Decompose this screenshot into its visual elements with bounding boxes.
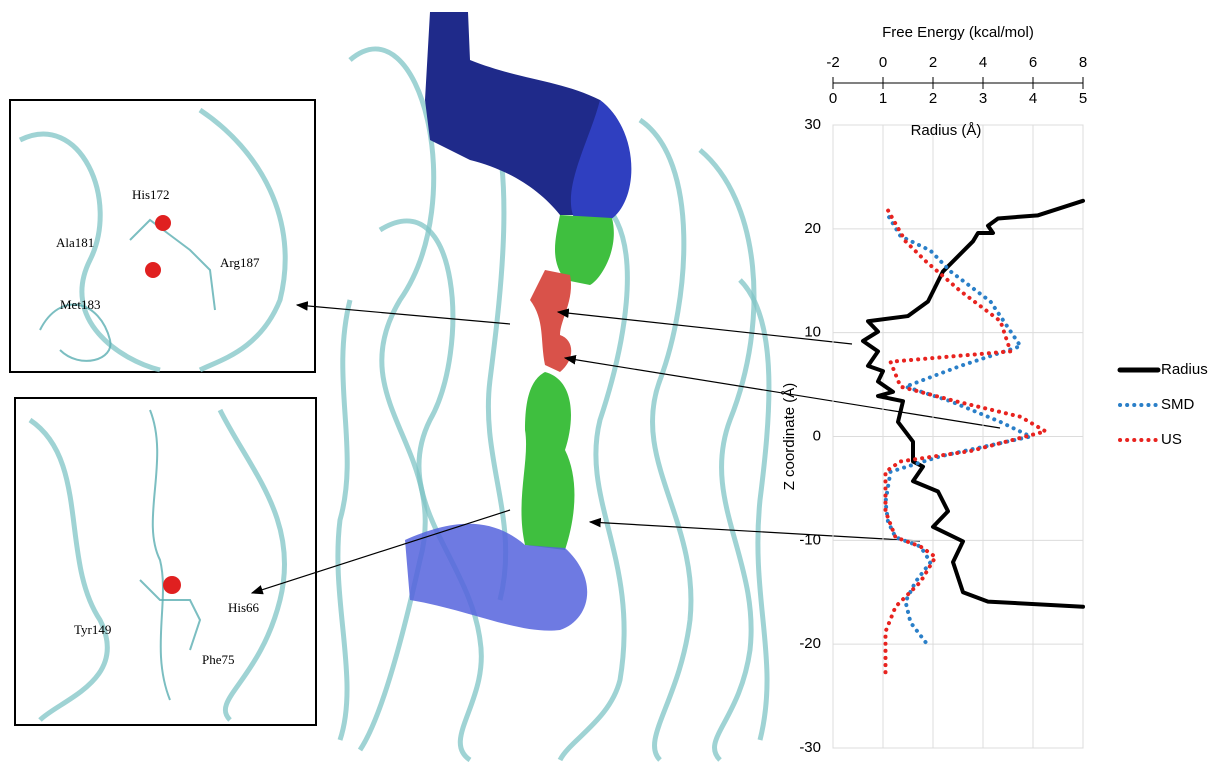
residue-label: His66 [228, 600, 260, 615]
series-line [861, 198, 1085, 609]
arrows [250, 301, 1001, 595]
series-line [883, 203, 1048, 675]
x-tick-label: 3 [979, 90, 987, 107]
residue-label: His172 [132, 187, 170, 202]
x2-tick-label: -2 [826, 54, 839, 71]
y-tick-label: 0 [813, 427, 821, 444]
y-tick-label: -10 [799, 531, 821, 548]
y-tick-label: 20 [804, 220, 821, 237]
x-tick-label: 1 [879, 90, 887, 107]
x2-tick-label: 4 [979, 54, 987, 71]
x-axis-title: Radius (Å) [911, 122, 982, 139]
x-tick-label: 2 [929, 90, 937, 107]
legend-label: Radius [1161, 361, 1208, 378]
channel [405, 12, 632, 631]
residue-label: Arg187 [220, 255, 260, 270]
x-tick-label: 0 [829, 90, 837, 107]
x2-tick-label: 0 [879, 54, 887, 71]
legend-label: US [1161, 431, 1182, 448]
x2-axis-title: Free Energy (kcal/mol) [882, 24, 1034, 41]
x-tick-label: 4 [1029, 90, 1037, 107]
y-tick-label: -30 [799, 739, 821, 756]
y-tick-label: -20 [799, 635, 821, 652]
residue-label: Ala181 [56, 235, 94, 250]
x2-tick-label: 8 [1079, 54, 1087, 71]
x-tick-label: 5 [1079, 90, 1087, 107]
y-axis-title: Z coordinate (Å) [781, 383, 798, 491]
y-tick-label: 30 [804, 116, 821, 133]
x2-tick-label: 2 [929, 54, 937, 71]
inset-bottom: His66 Tyr149 Phe75 [14, 397, 317, 726]
legend-label: SMD [1161, 396, 1195, 413]
residue-label: Phe75 [202, 652, 235, 667]
x2-tick-label: 6 [1029, 54, 1037, 71]
y-tick-label: 10 [804, 324, 821, 341]
inset-top: His172 Ala181 Arg187 Met183 [9, 99, 316, 373]
residue-label: Met183 [60, 297, 100, 312]
residue-label: Tyr149 [74, 622, 111, 637]
